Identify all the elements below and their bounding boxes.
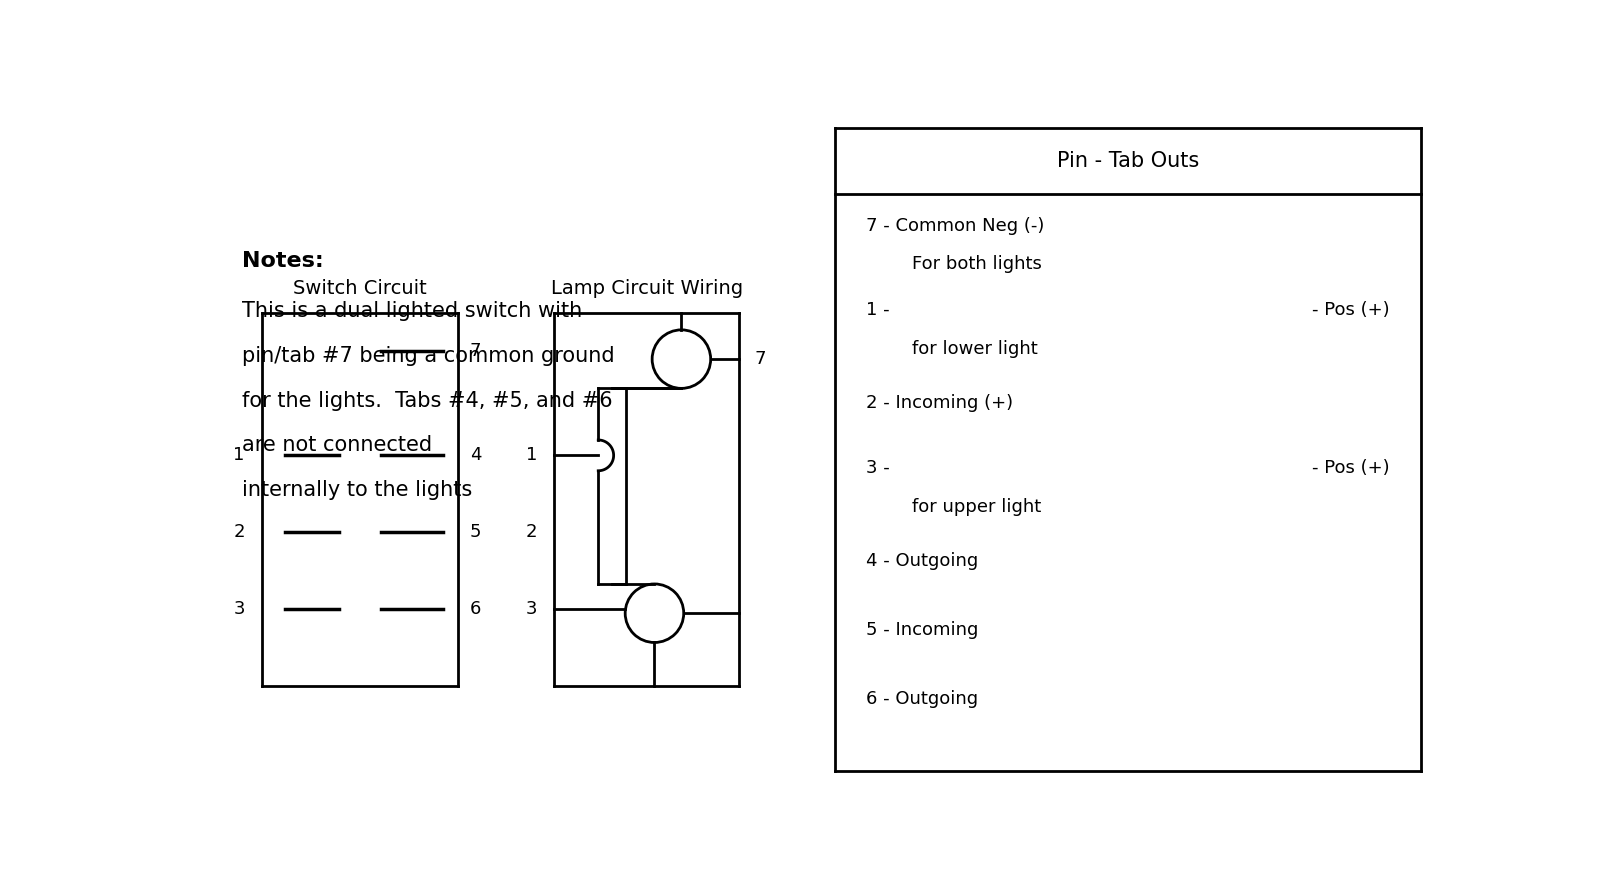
Text: internally to the lights: internally to the lights (243, 480, 472, 500)
Text: 7 - Common Neg (-): 7 - Common Neg (-) (866, 217, 1045, 234)
Text: 2: 2 (234, 523, 245, 542)
Text: 7: 7 (755, 350, 766, 369)
Text: are not connected: are not connected (243, 435, 432, 456)
Text: for lower light: for lower light (912, 340, 1038, 358)
Text: 3: 3 (234, 600, 245, 618)
Text: 3: 3 (526, 600, 538, 618)
Text: 1 -: 1 - (866, 301, 890, 320)
Text: 6: 6 (470, 600, 482, 618)
Text: 3 -: 3 - (866, 459, 890, 477)
Text: For both lights: For both lights (912, 255, 1042, 274)
Text: 6 - Outgoing: 6 - Outgoing (866, 690, 978, 709)
Text: pin/tab #7 being a common ground: pin/tab #7 being a common ground (243, 346, 614, 366)
Text: 5 - Incoming: 5 - Incoming (866, 621, 979, 639)
Text: - Pos (+): - Pos (+) (1312, 459, 1390, 477)
Text: 4 - Outgoing: 4 - Outgoing (866, 551, 979, 569)
Text: 2 - Incoming (+): 2 - Incoming (+) (866, 393, 1013, 412)
Text: 1: 1 (234, 447, 245, 464)
Text: Pin - Tab Outs: Pin - Tab Outs (1058, 151, 1198, 170)
Text: Notes:: Notes: (243, 251, 325, 272)
Text: for the lights.  Tabs #4, #5, and #6: for the lights. Tabs #4, #5, and #6 (243, 391, 613, 410)
Text: Switch Circuit: Switch Circuit (293, 279, 427, 297)
Text: 2: 2 (526, 523, 538, 542)
Text: - Pos (+): - Pos (+) (1312, 301, 1390, 320)
Text: for upper light: for upper light (912, 497, 1042, 516)
Text: Lamp Circuit Wiring: Lamp Circuit Wiring (550, 279, 742, 297)
Text: 4: 4 (470, 447, 482, 464)
Text: 5: 5 (470, 523, 482, 542)
Text: This is a dual lighted switch with: This is a dual lighted switch with (243, 301, 582, 321)
Text: 1: 1 (526, 447, 538, 464)
Text: 7: 7 (470, 343, 482, 361)
